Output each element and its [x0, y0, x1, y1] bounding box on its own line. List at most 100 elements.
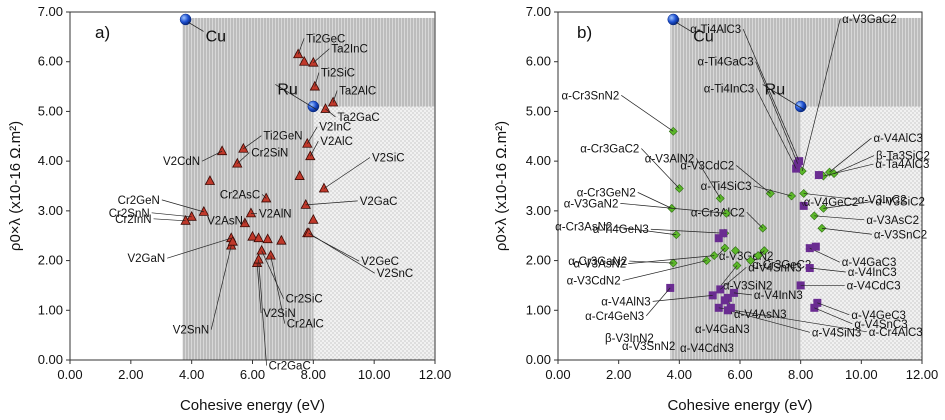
y-tick-label: 1.00: [38, 302, 63, 317]
point-label: α-V3SnC2: [874, 229, 927, 241]
point-label: Ti2GeC: [306, 33, 345, 45]
reference-marker: [307, 100, 320, 113]
leader-line: [161, 199, 204, 213]
data-point: [294, 170, 305, 180]
point-label: V2SnC: [377, 268, 413, 280]
point-label: V2AlC: [320, 136, 353, 148]
leader-line: [801, 19, 841, 172]
x-tick-label: 8.00: [301, 367, 326, 382]
leader-line: [746, 212, 763, 229]
leader-line: [313, 48, 330, 63]
point-label: α-V4InC3: [848, 267, 897, 279]
data-point: [714, 234, 723, 243]
x-tick-label: 4.00: [667, 367, 692, 382]
leader-line: [801, 201, 805, 207]
data-point: [299, 55, 310, 66]
leader-line: [308, 232, 375, 274]
y-tick-label: 5.00: [38, 103, 63, 118]
leader-line: [641, 148, 680, 189]
leader-line: [270, 255, 286, 324]
x-tick-label: 2.00: [606, 367, 631, 382]
y-tick-label: 0.00: [38, 352, 63, 367]
point-label: V2AlN: [259, 208, 292, 220]
data-point: [227, 235, 238, 246]
leader-line: [153, 218, 186, 222]
data-point: [811, 242, 820, 251]
point-label: α-V4AsN3: [734, 309, 787, 321]
point-label: V2SiN: [263, 308, 296, 320]
leader-line: [332, 90, 338, 103]
y-tick-label: 3.00: [526, 203, 551, 218]
data-point: [276, 234, 287, 245]
point-label: α-V3GaC2: [842, 14, 897, 26]
point-label: Cr2AlC: [287, 319, 324, 331]
point-label: V2SnN: [173, 325, 209, 337]
data-point: [232, 157, 243, 168]
leader-line: [814, 307, 853, 325]
y-axis-title: ρ0×λ (x10-16 Ω.m²): [7, 121, 24, 251]
shaded-region: [313, 106, 435, 360]
leader-line: [261, 250, 284, 299]
x-tick-label: 12.00: [906, 367, 939, 382]
data-point: [302, 137, 313, 148]
point-label: V2GaC: [360, 196, 398, 208]
reference-leader: [275, 84, 317, 110]
panel-label: b): [577, 23, 592, 42]
leader-line: [210, 245, 232, 330]
point-label: α-Ti4InC3: [704, 84, 754, 96]
leader-line: [256, 263, 262, 314]
leader-line: [309, 141, 319, 157]
point-label: α-V4CdC3: [847, 280, 901, 292]
data-point: [256, 244, 267, 255]
point-label: α-Cr4GeN3: [585, 311, 644, 323]
leader-line: [814, 215, 865, 221]
point-label: α-V4GeC2: [804, 197, 859, 209]
point-label: α-Cr3GaN2: [568, 256, 627, 268]
data-point: [308, 213, 319, 224]
data-point: [753, 251, 763, 261]
data-point: [180, 214, 191, 225]
data-point: [204, 175, 216, 185]
data-point: [238, 142, 249, 153]
point-label: Cr2InN: [115, 214, 151, 226]
leader-line: [809, 267, 846, 273]
point-label: Cr2GaC: [269, 361, 311, 373]
point-label: α-V4SnN3: [748, 262, 801, 274]
x-tick-label: 12.00: [419, 367, 452, 382]
reference-label: Ru: [765, 81, 785, 98]
leader-line: [733, 292, 752, 296]
point-label: Ta2AlC: [339, 85, 376, 97]
point-label: α-Cr3GeC2: [752, 260, 811, 272]
point-label: β-V3InN2: [605, 333, 654, 345]
point-label: Ta2InC: [331, 44, 367, 56]
point-label: α-V4SnC3: [854, 319, 907, 331]
data-point: [746, 256, 756, 265]
point-label: Cr2AsC: [220, 189, 260, 201]
point-label: Cr2SiC: [286, 294, 323, 306]
point-label: V2AsN: [207, 215, 243, 227]
point-label: V2GaN: [127, 253, 165, 265]
leader-line: [803, 193, 856, 200]
reference-label: Cu: [693, 28, 713, 45]
leader-line: [823, 163, 874, 177]
reference-marker: [179, 13, 192, 26]
leader-line: [829, 137, 872, 173]
leader-line: [823, 201, 874, 209]
leader-line: [755, 61, 798, 164]
leader-line: [305, 200, 358, 206]
data-point: [731, 246, 740, 256]
leader-line: [237, 152, 250, 164]
point-label: α-Ti4SiC3: [701, 181, 752, 193]
reference-leader: [762, 84, 804, 110]
leader-line: [817, 302, 850, 316]
point-label: α-Cr4AlC3: [869, 327, 923, 339]
x-axis-title: Cohesive energy (eV): [667, 397, 812, 414]
leader-line: [650, 228, 725, 234]
y-axis-title: ρ0×λ (x10-16 Ω.m²): [493, 121, 510, 251]
point-label: α-Cr3GaC2: [580, 143, 639, 155]
reference-leader: [676, 22, 692, 32]
leader-line: [742, 29, 800, 162]
point-label: α-V4InN3: [754, 290, 803, 302]
leader-line: [620, 202, 727, 214]
